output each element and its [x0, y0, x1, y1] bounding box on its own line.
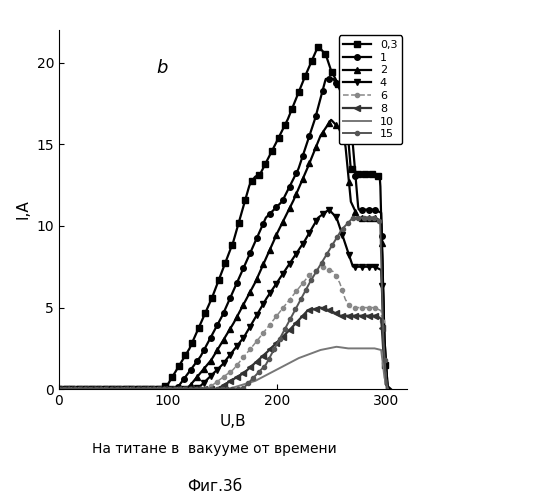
1 [234, 280, 240, 286]
8 [251, 360, 258, 366]
4 [384, 386, 391, 392]
1 [384, 386, 391, 392]
0,3 [235, 220, 242, 226]
15 [376, 218, 383, 224]
8 [212, 386, 218, 392]
8 [234, 374, 240, 380]
15 [213, 386, 220, 392]
2 [325, 121, 332, 127]
4 [377, 266, 384, 272]
10 [56, 386, 62, 392]
15 [324, 250, 331, 256]
4 [214, 367, 220, 373]
6 [326, 267, 332, 273]
1 [214, 322, 220, 328]
6 [319, 264, 326, 270]
2 [251, 280, 258, 286]
4 [212, 369, 218, 375]
2 [377, 218, 384, 224]
10 [251, 378, 258, 384]
10 [333, 344, 340, 350]
15 [56, 386, 62, 392]
1 [56, 386, 62, 392]
1 [326, 76, 332, 82]
10 [212, 386, 218, 392]
15 [233, 386, 240, 392]
Line: 15: 15 [57, 216, 389, 391]
15 [251, 374, 257, 380]
2 [212, 351, 218, 357]
Text: b: b [157, 59, 168, 77]
4 [325, 207, 332, 213]
8 [326, 307, 332, 313]
0,3 [388, 386, 394, 392]
Line: 10: 10 [59, 347, 388, 389]
6 [377, 307, 384, 313]
8 [56, 386, 62, 392]
15 [350, 215, 356, 221]
0,3 [213, 282, 220, 288]
6 [234, 362, 240, 368]
8 [214, 386, 220, 392]
0,3 [315, 44, 322, 50]
1 [377, 210, 384, 216]
2 [214, 347, 220, 353]
Y-axis label: I,A: I,A [16, 200, 31, 220]
2 [234, 314, 240, 320]
6 [384, 386, 391, 392]
8 [377, 315, 384, 321]
4 [234, 343, 240, 349]
0,3 [254, 173, 260, 179]
1 [251, 240, 258, 246]
4 [251, 316, 258, 322]
10 [234, 383, 240, 389]
1 [212, 326, 218, 332]
Line: 6: 6 [57, 264, 390, 391]
1 [323, 76, 329, 82]
0,3 [329, 69, 335, 75]
6 [214, 379, 220, 385]
Line: 2: 2 [56, 117, 391, 392]
10 [377, 347, 384, 353]
Text: Фиг.3б: Фиг.3б [187, 479, 242, 494]
2 [384, 386, 391, 392]
15 [211, 386, 218, 392]
10 [384, 386, 391, 392]
2 [56, 386, 62, 392]
Line: 4: 4 [56, 207, 391, 392]
Line: 1: 1 [56, 76, 391, 392]
6 [56, 386, 62, 392]
Text: На титане в  вакууме от времени: На титане в вакууме от времени [92, 442, 337, 456]
15 [383, 386, 390, 392]
10 [214, 386, 220, 392]
4 [326, 207, 332, 213]
6 [212, 380, 218, 386]
Line: 0,3: 0,3 [56, 44, 394, 392]
0,3 [215, 277, 222, 283]
8 [317, 305, 324, 311]
4 [56, 386, 62, 392]
Line: 8: 8 [56, 305, 391, 392]
10 [325, 345, 332, 351]
2 [328, 117, 334, 123]
0,3 [381, 315, 387, 321]
X-axis label: U,B: U,B [220, 414, 247, 429]
Legend: 0,3, 1, 2, 4, 6, 8, 10, 15: 0,3, 1, 2, 4, 6, 8, 10, 15 [339, 35, 402, 144]
0,3 [56, 386, 62, 392]
6 [251, 341, 258, 347]
8 [384, 386, 391, 392]
